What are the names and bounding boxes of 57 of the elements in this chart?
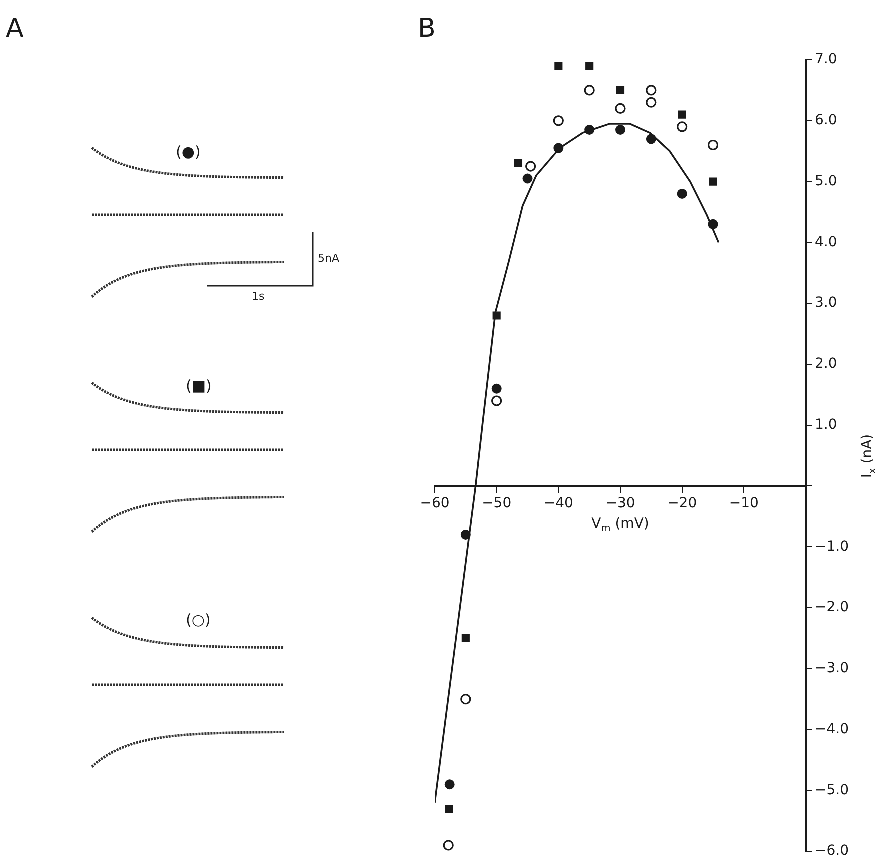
point	[708, 140, 719, 151]
text: (■)	[186, 377, 212, 395]
point	[554, 143, 564, 154]
y-tick-label: −6.0	[815, 843, 850, 860]
text: 1s	[252, 290, 265, 303]
y-tick-label: 1.0	[815, 416, 838, 433]
point	[443, 840, 454, 851]
point	[678, 110, 686, 119]
point	[462, 634, 470, 643]
x-tick-label: −40	[544, 495, 574, 512]
point	[677, 188, 688, 199]
point	[615, 103, 626, 114]
point	[445, 804, 454, 814]
point	[492, 384, 502, 394]
point	[646, 85, 657, 96]
point	[526, 161, 536, 172]
point	[553, 116, 564, 126]
text: A	[6, 14, 24, 44]
y-tick-label: −4.0	[815, 721, 850, 738]
y-tick-label: −3.0	[815, 660, 850, 677]
point	[616, 125, 626, 136]
y-tick-label: −2.0	[815, 600, 850, 616]
text: 5nA	[318, 252, 340, 265]
text: (●)	[176, 143, 201, 161]
text: (○)	[186, 611, 211, 629]
x-tick-label: −10	[729, 495, 759, 512]
y-tick-label: 4.0	[815, 234, 838, 250]
x-tick-label: −50	[482, 495, 512, 512]
point	[677, 122, 688, 132]
y-tick-label: 7.0	[815, 52, 838, 68]
point	[646, 97, 657, 108]
point	[586, 62, 594, 70]
point	[492, 396, 502, 406]
point	[646, 134, 656, 144]
y-tick-label: 6.0	[815, 112, 838, 129]
point	[444, 780, 455, 790]
point	[554, 62, 563, 70]
y-tick-label: 2.0	[815, 356, 838, 372]
y-tick-label: 5.0	[815, 173, 838, 190]
x-tick-label: −60	[420, 495, 450, 512]
x-tick-label: −20	[668, 495, 698, 512]
point	[460, 530, 471, 540]
x-tick-label: −30	[606, 495, 636, 512]
y-axis-title: Ix (nA)	[860, 434, 878, 478]
point	[460, 694, 472, 705]
y-tick-label: −1.0	[815, 538, 850, 555]
point	[584, 125, 595, 136]
y-tick-label: −5.0	[815, 782, 850, 798]
point	[522, 174, 533, 184]
point	[616, 86, 625, 94]
point	[492, 312, 501, 320]
point	[584, 85, 595, 96]
chart-title: B	[418, 14, 436, 44]
point	[514, 159, 523, 168]
y-tick-label: 3.0	[815, 295, 838, 312]
point	[708, 219, 718, 230]
point	[709, 178, 718, 186]
